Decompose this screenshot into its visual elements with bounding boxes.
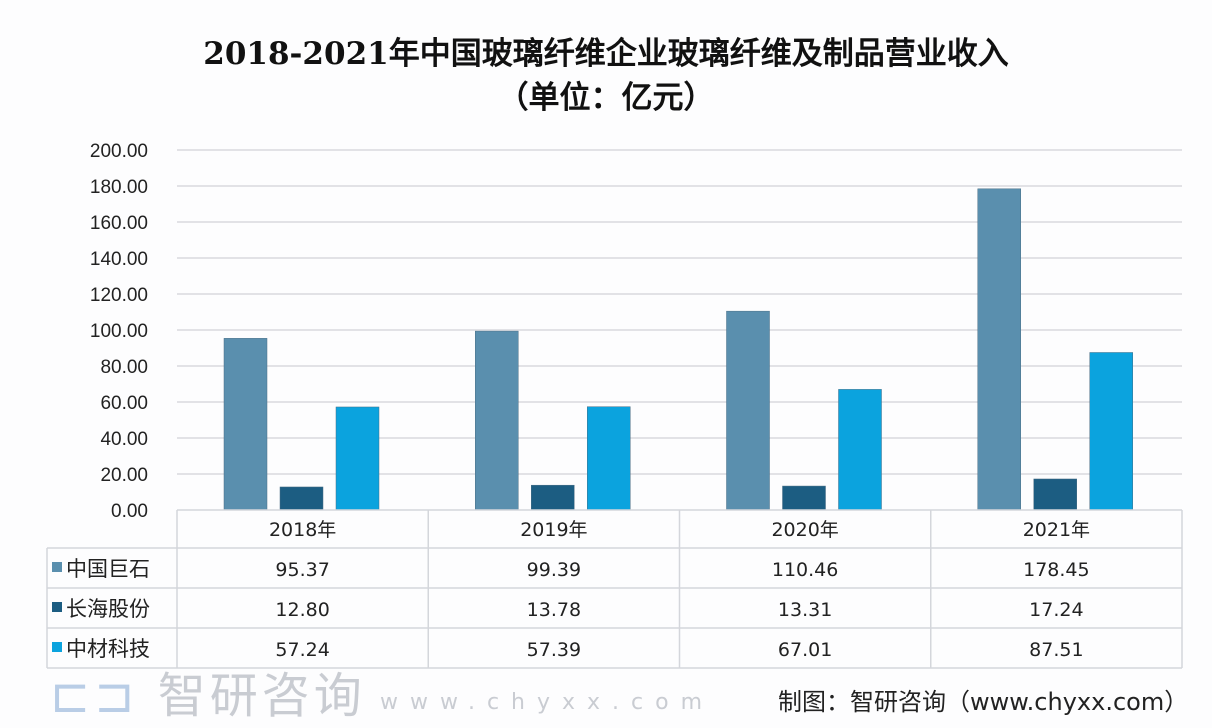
y-tick-label: 140.00 — [90, 249, 148, 270]
y-tick-label: 200.00 — [90, 141, 148, 162]
table-header-category: 2020年 — [771, 519, 838, 541]
table-cell-value: 12.80 — [275, 599, 329, 621]
y-tick-label: 20.00 — [100, 465, 148, 486]
bar-0-2 — [726, 310, 770, 511]
table-cell-value: 13.31 — [778, 599, 832, 621]
table-header-category: 2021年 — [1023, 519, 1090, 541]
legend-swatch-0 — [52, 562, 62, 572]
watermark-url: www.chyxx.com — [380, 690, 715, 715]
y-tick-label: 100.00 — [90, 321, 148, 342]
y-tick-label: 80.00 — [100, 357, 148, 378]
watermark-brand: 智研咨询 — [157, 668, 366, 724]
bar-2-2 — [838, 389, 882, 511]
y-tick-label: 160.00 — [90, 213, 148, 234]
y-tick-label: 60.00 — [100, 393, 148, 414]
legend-label: 长海股份 — [66, 597, 150, 621]
table-header-category: 2018年 — [269, 519, 336, 541]
bar-1-0 — [279, 486, 324, 511]
table-cell-value: 87.51 — [1029, 639, 1083, 661]
y-tick-label: 180.00 — [90, 177, 148, 198]
table-cell-value: 57.24 — [275, 639, 329, 661]
table-cell-value: 13.78 — [527, 599, 581, 621]
chart-subtitle: （单位：亿元） — [497, 80, 715, 116]
y-tick-label: 0.00 — [111, 501, 148, 522]
legend-label: 中材科技 — [66, 637, 150, 661]
chart-title: 2018-2021年中国玻璃纤维企业玻璃纤维及制品营业收入 — [203, 36, 1009, 72]
table-cell-value: 99.39 — [527, 559, 581, 581]
bar-2-0 — [335, 406, 380, 511]
table-cell-value: 57.39 — [527, 639, 581, 661]
bar-0-3 — [977, 188, 1021, 511]
bar-1-2 — [782, 485, 826, 511]
credit-text: 制图：智研咨询（www.chyxx.com） — [778, 688, 1189, 716]
y-tick-label: 40.00 — [100, 429, 148, 450]
table-cell-value: 67.01 — [778, 639, 832, 661]
legend-swatch-1 — [52, 602, 62, 612]
watermark-logo-icon: ⊏⊐ — [50, 668, 139, 724]
table-cell-value: 110.46 — [772, 559, 838, 581]
bar-2-3 — [1089, 352, 1133, 511]
bar-1-3 — [1033, 478, 1077, 511]
table-cell-value: 17.24 — [1029, 599, 1083, 621]
bar-1-1 — [531, 484, 575, 511]
table-cell-value: 178.45 — [1023, 559, 1089, 581]
table-cell-value: 95.37 — [275, 559, 329, 581]
bar-0-1 — [475, 330, 519, 511]
watermark: ⊏⊐ 智研咨询 — [50, 668, 366, 724]
table-header-category: 2019年 — [520, 519, 587, 541]
bar-0-0 — [223, 338, 268, 511]
legend-label: 中国巨石 — [66, 557, 150, 581]
bar-2-1 — [587, 406, 631, 511]
y-tick-label: 120.00 — [90, 285, 148, 306]
legend-swatch-2 — [52, 642, 62, 652]
